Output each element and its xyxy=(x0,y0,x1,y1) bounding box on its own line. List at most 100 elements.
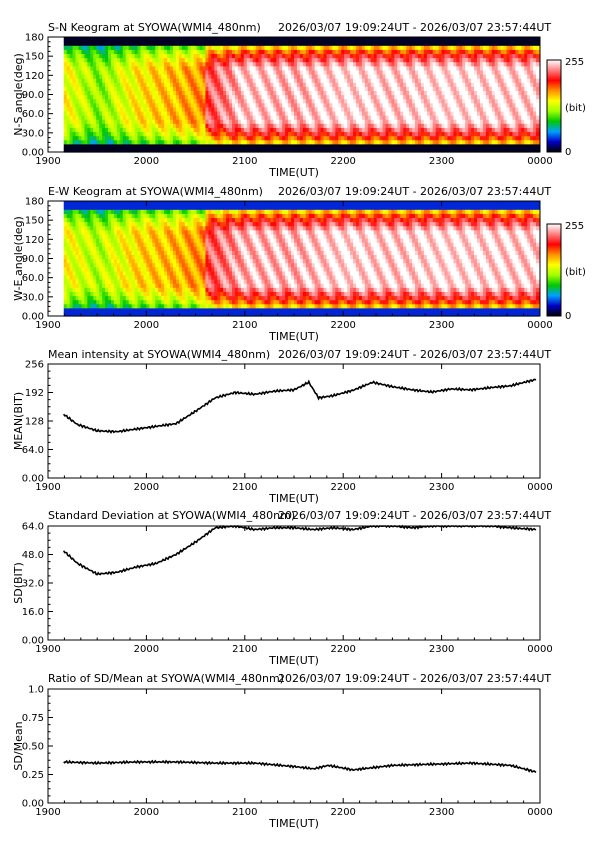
keogram-cell xyxy=(72,65,77,71)
keogram-cell xyxy=(512,110,516,116)
keogram-cell xyxy=(536,98,540,104)
keogram-cell xyxy=(167,45,171,50)
keogram-cell xyxy=(110,131,115,137)
keogram-cell xyxy=(167,65,171,71)
keogram-cell xyxy=(500,127,505,133)
keogram-cell xyxy=(75,287,80,292)
keogram-cell xyxy=(291,78,295,83)
keogram-cell xyxy=(482,53,487,59)
keogram-cell xyxy=(267,127,271,133)
keogram-cell xyxy=(96,135,100,141)
keogram-cell xyxy=(199,45,204,50)
keogram-cell xyxy=(110,139,115,145)
keogram-cell xyxy=(152,143,156,149)
keogram-cell xyxy=(99,291,103,297)
keogram-cell xyxy=(202,57,207,63)
keogram-cell xyxy=(220,123,224,128)
keogram-cell xyxy=(358,94,363,100)
keogram-cell xyxy=(161,37,165,42)
keogram-cell xyxy=(93,233,97,239)
keogram-cell xyxy=(417,90,422,96)
keogram-cell xyxy=(332,102,336,108)
keogram-cell xyxy=(199,53,204,59)
keogram-cell xyxy=(81,279,86,284)
keogram-cell xyxy=(63,102,68,108)
keogram-cell xyxy=(344,45,348,50)
keogram-cell xyxy=(432,73,437,79)
keogram-cell xyxy=(441,135,446,141)
keogram-cell xyxy=(465,123,469,128)
keogram-cell xyxy=(332,98,336,104)
keogram-cell xyxy=(423,131,428,137)
keogram-cell xyxy=(217,143,221,149)
keogram-cell xyxy=(226,41,230,46)
keogram-cell xyxy=(347,98,351,104)
keogram-cell xyxy=(172,37,177,42)
keogram-cell xyxy=(255,135,260,141)
keogram-cell xyxy=(391,131,395,137)
keogram-cell xyxy=(134,41,139,46)
keogram-cell xyxy=(187,127,192,133)
keogram-cell xyxy=(102,115,106,120)
keogram-cell xyxy=(240,131,245,137)
keogram-cell xyxy=(249,78,254,83)
keogram-cell xyxy=(152,65,156,71)
keogram-cell xyxy=(536,90,540,96)
keogram-cell xyxy=(394,82,398,87)
keogram-cell xyxy=(288,41,292,46)
keogram-cell xyxy=(347,45,351,50)
keogram-cell xyxy=(291,98,295,104)
keogram-cell xyxy=(288,73,292,79)
keogram-cell xyxy=(326,135,331,141)
keogram-cell xyxy=(323,41,328,46)
keogram-cell xyxy=(175,90,180,96)
keogram-cell xyxy=(158,123,162,128)
keogram-cell xyxy=(412,53,416,59)
keogram-cell xyxy=(456,127,460,133)
keogram-cell xyxy=(512,65,516,71)
keogram-cell xyxy=(69,53,74,59)
keogram-cell xyxy=(161,53,165,59)
keogram-cell xyxy=(75,37,80,42)
keogram-cell xyxy=(341,94,345,100)
keogram-cell xyxy=(143,82,147,87)
keogram-cell xyxy=(474,69,478,75)
keogram-cell xyxy=(125,90,130,96)
keogram-cell xyxy=(234,139,239,145)
keogram-cell xyxy=(217,73,221,79)
keogram-cell xyxy=(477,37,481,42)
keogram-cell xyxy=(119,102,124,108)
keogram-cell xyxy=(482,57,487,63)
keogram-cell xyxy=(69,311,74,317)
keogram-cell xyxy=(131,139,136,145)
keogram-cell xyxy=(435,53,440,59)
keogram-cell xyxy=(122,37,127,42)
keogram-cell xyxy=(128,119,133,124)
keogram-cell xyxy=(63,299,68,305)
keogram-cell xyxy=(482,65,487,71)
keogram-cell xyxy=(167,86,171,91)
keogram-cell xyxy=(102,102,106,108)
keogram-cell xyxy=(335,41,339,46)
keogram-cell xyxy=(226,135,230,141)
keogram-cell xyxy=(364,127,369,133)
keogram-cell xyxy=(81,274,86,280)
keogram-cell xyxy=(184,119,189,124)
keogram-cell xyxy=(335,90,339,96)
keogram-cell xyxy=(394,94,398,100)
keogram-cell xyxy=(81,205,86,210)
keogram-cell xyxy=(417,41,422,46)
keogram-cell xyxy=(69,143,74,149)
keogram-cell xyxy=(229,73,233,79)
keogram-cell xyxy=(63,45,68,50)
keogram-cell xyxy=(66,266,71,272)
keogram-cell xyxy=(512,45,516,50)
keogram-cell xyxy=(66,73,71,79)
keogram-cell xyxy=(376,131,381,137)
keogram-cell xyxy=(355,45,360,50)
keogram-cell xyxy=(296,90,301,96)
keogram-cell xyxy=(178,82,183,87)
keogram-cell xyxy=(373,78,378,83)
keogram-cell xyxy=(515,65,519,71)
keogram-cell xyxy=(243,69,248,75)
